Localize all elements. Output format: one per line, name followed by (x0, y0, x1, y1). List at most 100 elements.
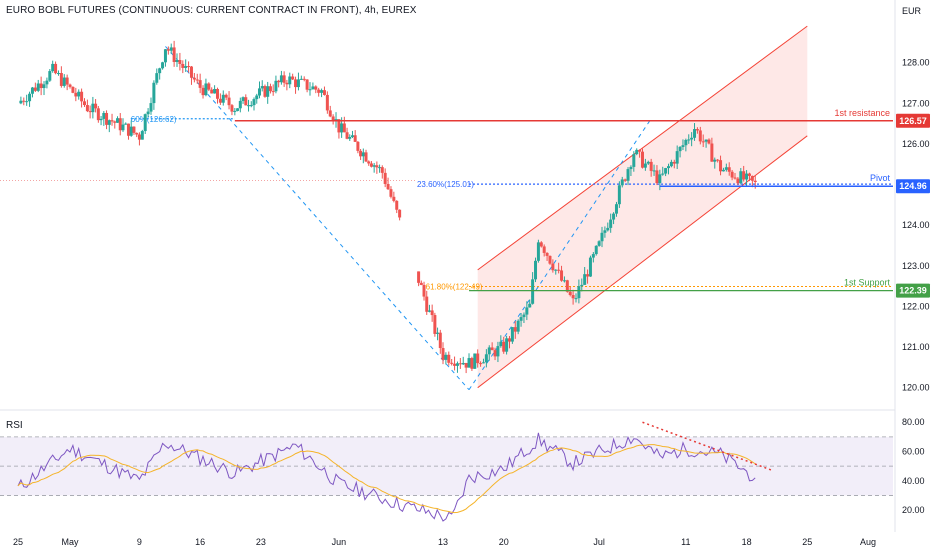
candle-body (126, 123, 130, 136)
candle-body (392, 196, 396, 201)
candle-body (695, 129, 699, 131)
candle-body (184, 66, 188, 68)
candle-body (210, 89, 214, 94)
candle-body (586, 274, 590, 277)
candle-body (481, 362, 485, 364)
candle-body (386, 183, 390, 190)
candle-body (296, 79, 300, 88)
candle-body (294, 79, 298, 88)
candle-body (565, 280, 569, 292)
candle-body (620, 179, 624, 186)
candle-body (22, 100, 26, 102)
rsi-label: RSI (6, 420, 23, 431)
candle-body (713, 159, 717, 162)
candle-body (687, 139, 691, 141)
candle-body (701, 141, 705, 143)
candle-body (137, 134, 141, 140)
fib-diagonal-down (165, 46, 470, 391)
candle-body (583, 274, 587, 285)
candle-body (710, 143, 714, 162)
candle-body (263, 86, 267, 97)
candle-body (241, 97, 245, 101)
candle-body (59, 73, 63, 86)
candle-body (450, 362, 454, 364)
candle-body (132, 126, 136, 133)
candle-body (230, 105, 234, 112)
candle-body (221, 94, 225, 103)
rsi-line (17, 432, 756, 522)
candle-body (554, 269, 558, 271)
candle-body (331, 116, 335, 122)
candle-body (398, 209, 402, 218)
candle-body (282, 75, 286, 83)
candle-body (560, 270, 564, 281)
candle-body (510, 327, 514, 342)
candle-body (314, 86, 318, 90)
candle-body (169, 47, 173, 51)
candle-body (110, 120, 114, 122)
candle-body (753, 180, 757, 183)
candle-body (690, 137, 694, 140)
price-tick-label: 122.00 (902, 301, 930, 311)
candle-body (470, 358, 474, 369)
candle-body (614, 204, 618, 214)
rsi-tick-label: 60.00 (902, 447, 925, 457)
candle-body (260, 86, 264, 89)
candle-body (453, 363, 457, 366)
candle-body (77, 91, 81, 97)
candle-body (539, 242, 543, 247)
candle-body (224, 94, 228, 98)
candle-body (747, 173, 751, 176)
price-tick-label: 128.00 (902, 58, 930, 68)
candle-body (736, 178, 740, 184)
price-tick-label: 120.00 (902, 383, 930, 393)
candle-body (192, 77, 196, 80)
candle-body (681, 145, 685, 147)
candle-body (693, 129, 697, 138)
candle-body (375, 165, 379, 168)
price-tick-label: 121.00 (902, 342, 930, 352)
candle-body (487, 347, 491, 355)
candle-body (528, 303, 532, 308)
time-tick-label: 13 (438, 537, 448, 547)
candle-body (359, 150, 363, 157)
candle-body (140, 131, 144, 140)
candle-body (436, 332, 440, 334)
candle-body (557, 269, 561, 271)
candle-body (299, 78, 303, 80)
candle-body (643, 163, 647, 168)
candle-body (88, 111, 92, 113)
candle-body (317, 89, 321, 93)
candle-body (597, 241, 601, 246)
candle-body (574, 298, 578, 300)
candle-body (33, 87, 37, 91)
candle-body (372, 165, 376, 167)
candle-body (207, 83, 211, 90)
candle-body (632, 154, 636, 167)
candle-body (158, 68, 162, 74)
candle-body (65, 77, 69, 85)
candle-body (82, 101, 86, 106)
candle-body (161, 62, 165, 69)
candle-body (257, 88, 261, 96)
candle-body (716, 159, 720, 161)
pivot-label: Pivot (870, 173, 891, 183)
candle-body (531, 279, 535, 304)
candle-body (39, 83, 43, 89)
candle-body (25, 101, 29, 103)
candle-body (288, 76, 292, 85)
candle-body (135, 132, 139, 135)
time-tick-label: 16 (195, 537, 205, 547)
candle-body (522, 314, 526, 318)
candle-body (640, 151, 644, 168)
candle-body (129, 126, 133, 136)
candle-body (626, 169, 630, 181)
candle-body (96, 108, 100, 121)
pivot-tag (896, 179, 930, 194)
candle-body (551, 263, 555, 271)
rsi-ma-line (17, 444, 756, 514)
candle-body (502, 341, 506, 352)
time-tick-label: 9 (137, 537, 142, 547)
candle-body (447, 354, 451, 363)
